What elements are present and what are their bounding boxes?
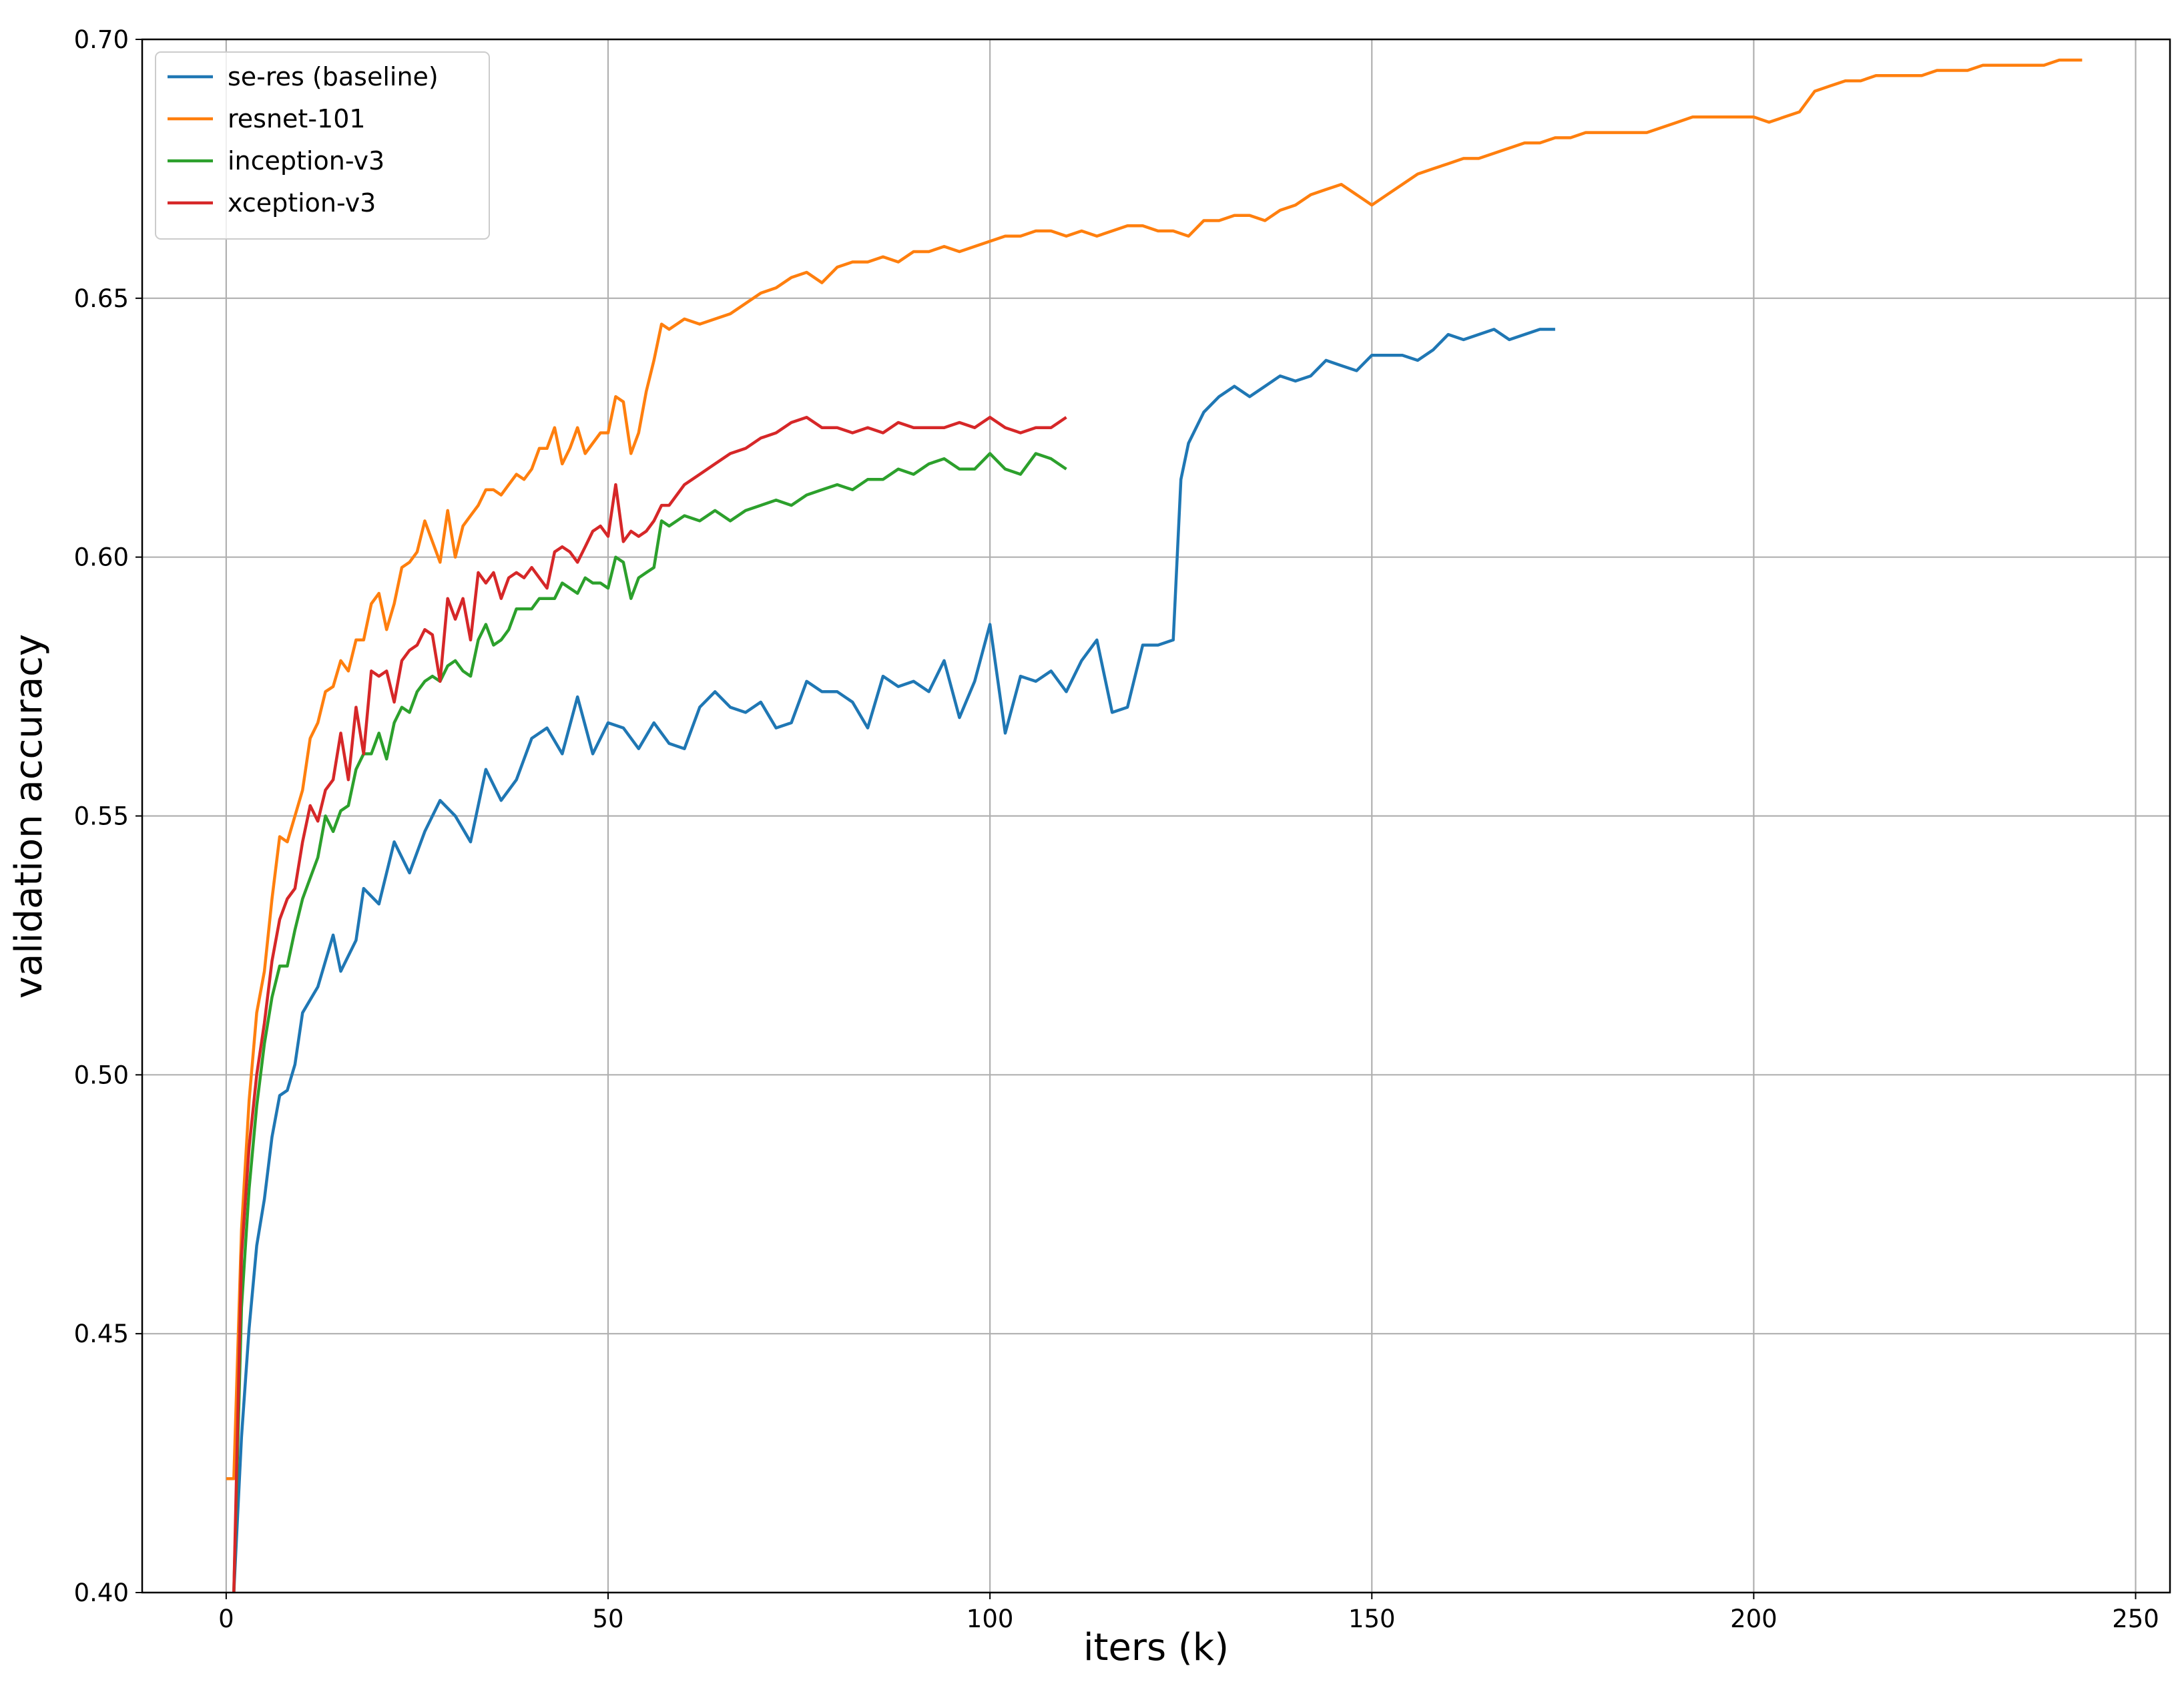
x-tick-label: 250 (2112, 1605, 2159, 1633)
legend-label: inception-v3 (228, 146, 384, 176)
x-tick-label: 50 (592, 1605, 623, 1633)
y-tick-label: 0.40 (74, 1579, 129, 1607)
legend-label: xception-v3 (228, 188, 376, 218)
series-line-3 (232, 415, 1067, 1593)
y-tick-label: 0.45 (74, 1320, 129, 1348)
series-line-1 (226, 58, 2083, 1480)
y-tick-label: 0.70 (74, 25, 129, 54)
legend: se-res (baseline) resnet-101 inception-v3 x… (155, 51, 490, 240)
y-tick-label: 0.50 (74, 1061, 129, 1089)
legend-box (155, 51, 490, 240)
series-line-2 (232, 452, 1067, 1593)
legend-label: se-res (baseline) (228, 62, 439, 91)
x-tick-label: 100 (967, 1605, 1014, 1633)
series-line-0 (232, 328, 1555, 1593)
y-tick-label: 0.55 (74, 802, 129, 831)
legend-label: resnet-101 (228, 104, 366, 133)
y-tick-label: 0.65 (74, 284, 129, 313)
x-axis-label: iters (k) (1083, 1626, 1229, 1669)
x-tick-label: 200 (1730, 1605, 1778, 1633)
y-tick-label: 0.60 (74, 543, 129, 572)
axis-ticks: 0 50 100 150 200 250 0.40 0.45 0.50 0.55 0.60 0.65 0… (74, 25, 2159, 1633)
series-lines (226, 58, 2083, 1593)
x-tick-label: 0 (218, 1605, 234, 1633)
y-axis-label: validation accuracy (7, 634, 51, 999)
x-tick-label: 150 (1348, 1605, 1396, 1633)
